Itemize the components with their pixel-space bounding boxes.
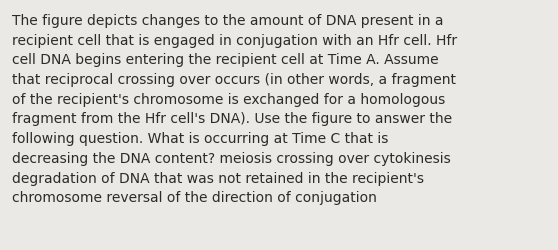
Text: The figure depicts changes to the amount of DNA present in a
recipient cell that: The figure depicts changes to the amount… bbox=[12, 14, 458, 204]
